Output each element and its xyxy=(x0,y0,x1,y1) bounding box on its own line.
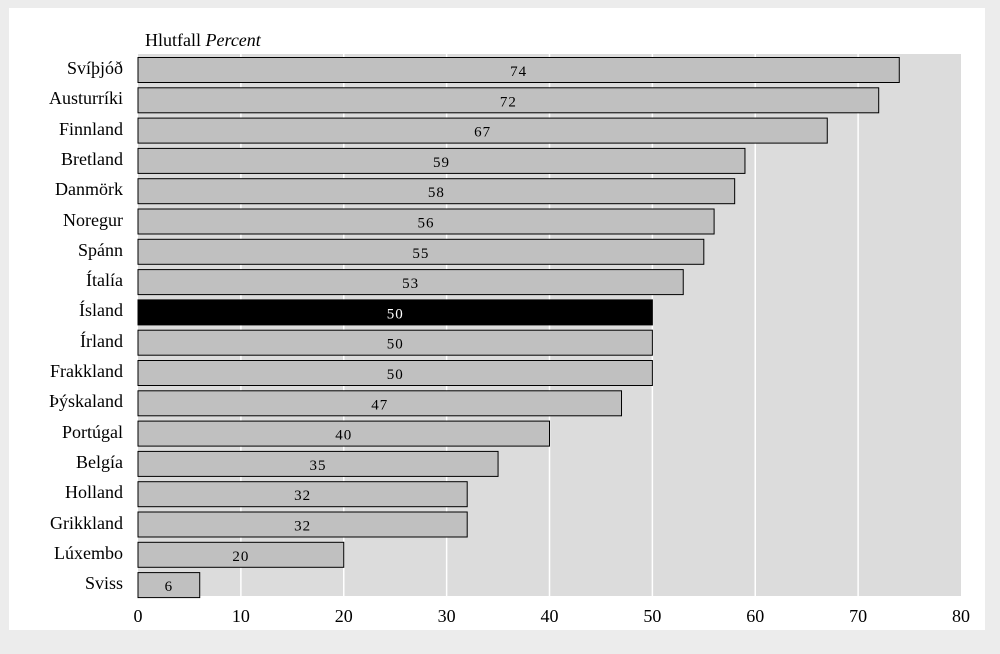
category-label: Danmörk xyxy=(55,179,123,200)
category-label: Frakkland xyxy=(50,361,123,381)
x-tick-label: 40 xyxy=(541,606,559,626)
title-english: Percent xyxy=(205,30,261,50)
bar-3 xyxy=(137,147,746,174)
bar-4 xyxy=(137,178,736,205)
bar-6 xyxy=(137,238,705,265)
category-label: Sviss xyxy=(84,573,123,594)
category-label: Svíþjóð xyxy=(66,58,123,78)
category-label: Þýskaland xyxy=(49,391,123,412)
value-label-2: 67 xyxy=(474,125,491,141)
value-label-15: 32 xyxy=(294,519,311,535)
value-label-7: 53 xyxy=(402,276,419,292)
category-label: Holland xyxy=(65,482,123,503)
bar-0 xyxy=(137,57,900,83)
x-tick-label: 30 xyxy=(438,606,456,626)
value-label-5: 56 xyxy=(418,216,435,232)
category-label: Bretland xyxy=(61,148,123,169)
value-label-4: 58 xyxy=(428,185,445,201)
bar-12 xyxy=(137,420,550,447)
value-label-6: 55 xyxy=(412,246,429,262)
bar-13 xyxy=(137,450,499,477)
bar-1 xyxy=(137,87,880,114)
category-label: Spánn xyxy=(78,239,123,260)
bar-17 xyxy=(137,572,201,599)
value-label-10: 50 xyxy=(387,367,404,383)
category-label: Portúgal xyxy=(62,421,123,442)
bar-10 xyxy=(137,360,653,386)
bar-14 xyxy=(137,481,468,508)
value-label-0: 74 xyxy=(510,64,527,80)
value-label-3: 59 xyxy=(433,155,450,171)
title-icelandic: Hlutfall xyxy=(145,30,201,50)
category-label: Finnland xyxy=(58,118,123,139)
value-label-9: 50 xyxy=(387,337,404,353)
x-tick-label: 70 xyxy=(849,606,867,626)
x-tick-label: 10 xyxy=(232,606,250,626)
x-tick-label: 50 xyxy=(643,606,661,626)
value-label-17: 6 xyxy=(165,579,174,595)
category-label: Belgía xyxy=(76,451,123,472)
value-label-16: 20 xyxy=(232,549,249,565)
x-tick-label: 80 xyxy=(952,606,970,626)
bar-16 xyxy=(137,541,345,568)
bar-2 xyxy=(137,117,828,144)
bar-9 xyxy=(137,329,653,356)
x-tick-label: 60 xyxy=(746,606,764,626)
bar-chart: 0 10 20 30 40 50 60 70 80 74 72 67 59 58 56 55 53 50 50 50 4… xyxy=(134,54,970,626)
bar-8 xyxy=(137,299,653,326)
category-label: Noregur xyxy=(63,209,123,230)
category-label: Ítalía xyxy=(86,270,123,291)
category-label: Grikkland xyxy=(50,512,123,533)
bar-5 xyxy=(137,208,715,235)
chart-frame: Hlutfall Percent 0 10 20 30 40 50 60 70 80 74 72 67… xyxy=(9,8,985,630)
value-label-11: 47 xyxy=(371,397,388,413)
bar-7 xyxy=(137,269,684,296)
category-label: Írland xyxy=(80,330,123,351)
bar-15 xyxy=(137,511,468,538)
bar-11 xyxy=(137,390,623,417)
category-label: Lúxembo xyxy=(54,542,123,563)
value-label-14: 32 xyxy=(294,488,311,504)
chart-title: Hlutfall Percent xyxy=(145,30,261,51)
x-tick-label: 0 xyxy=(134,606,143,626)
category-label: Ísland xyxy=(79,300,123,321)
value-label-12: 40 xyxy=(335,428,352,444)
value-label-13: 35 xyxy=(310,458,327,474)
value-label-1: 72 xyxy=(500,94,517,110)
value-label-8: 50 xyxy=(387,306,404,322)
x-tick-label: 20 xyxy=(335,606,353,626)
category-label: Austurríki xyxy=(49,88,123,109)
